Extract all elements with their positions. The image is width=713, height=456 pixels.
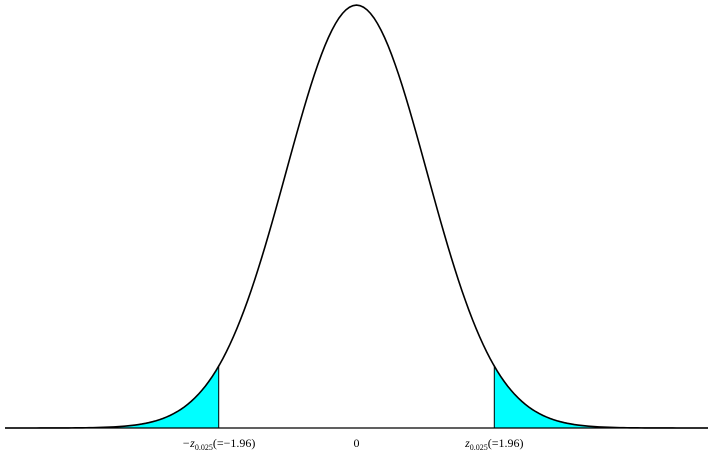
x-tick-label: 0	[354, 436, 360, 450]
x-tick-label: z0.025(=1.96)	[464, 436, 523, 452]
tick-symbol: z	[464, 436, 470, 450]
density-curve	[5, 4, 708, 429]
x-tick-label: −z0.025(=−1.96)	[182, 436, 255, 452]
tick-suffix: (=−1.96)	[213, 436, 256, 450]
tick-suffix: (=1.96)	[488, 436, 524, 450]
tick-subscript: 0.025	[470, 443, 488, 452]
tick-subscript: 0.025	[195, 443, 213, 452]
tail-area	[494, 366, 708, 428]
tail-area	[5, 366, 219, 428]
tick-symbol: −z	[182, 436, 195, 450]
